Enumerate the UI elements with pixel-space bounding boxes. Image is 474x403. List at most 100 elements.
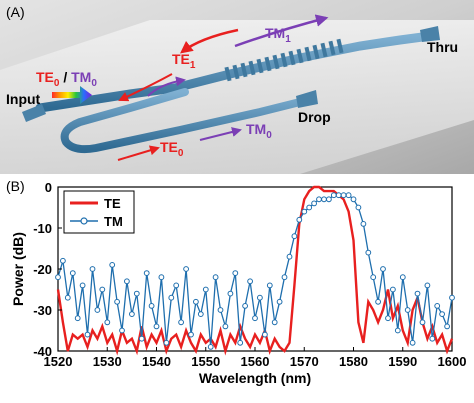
data-point-tm: [143, 270, 150, 276]
data-point-tm: [55, 274, 61, 281]
input-taper: [22, 104, 46, 122]
data-point-tm: [158, 274, 165, 281]
data-point-tm: [74, 315, 81, 322]
data-point-tm: [444, 323, 451, 330]
drop-label: Drop: [298, 109, 331, 125]
data-point-tm: [60, 257, 66, 264]
data-point-tm: [232, 270, 239, 276]
data-point-tm: [178, 319, 185, 326]
data-point-tm: [109, 262, 116, 268]
data-point-tm: [257, 294, 263, 301]
panel-b-spectrum-chart: (B) 1520 1530 1540 1550 1560 1570 1580 1590 1600…: [0, 175, 474, 403]
x-axis-label: Wavelength (nm): [199, 370, 311, 386]
data-point-tm: [133, 290, 140, 297]
data-point-tm: [434, 303, 441, 309]
data-point-tm: [335, 192, 342, 199]
input-label: Input: [6, 91, 41, 107]
legend-label-tm: TM: [104, 214, 123, 229]
y-tick-label: -30: [33, 303, 52, 318]
legend-label-te: TE: [104, 196, 121, 211]
data-point-tm: [365, 249, 372, 256]
data-point-tm: [153, 323, 160, 330]
data-point-tm: [163, 339, 170, 346]
data-point-tm: [119, 327, 125, 334]
data-point-tm: [286, 253, 293, 260]
data-point-tm: [296, 216, 303, 223]
data-point-tm: [212, 274, 219, 281]
data-point-tm: [237, 339, 244, 346]
input-modes-label: TE0 / TM0: [36, 69, 97, 89]
panel-a-label: (A): [6, 4, 25, 20]
data-point-tm: [385, 315, 391, 322]
data-point-tm: [84, 331, 91, 338]
data-point-tm: [114, 298, 120, 305]
data-point-tm: [252, 315, 258, 322]
data-point-tm: [266, 282, 273, 289]
data-point-tm: [217, 307, 224, 313]
data-point-tm: [326, 196, 332, 203]
data-point-tm: [222, 323, 229, 330]
data-point-tm: [94, 307, 101, 313]
data-point-tm: [345, 192, 352, 199]
legend-marker-tm: [80, 217, 88, 225]
data-point-tm: [321, 196, 327, 203]
data-point-tm: [380, 266, 386, 272]
y-tick-label: -10: [33, 221, 52, 236]
tm1-arrow: [234, 14, 329, 48]
y-tick-label: -20: [33, 262, 52, 277]
data-point-tm: [104, 319, 111, 326]
data-point-tm: [129, 311, 135, 318]
data-point-tm: [89, 266, 96, 272]
data-point-tm: [449, 294, 455, 301]
data-point-tm: [193, 298, 199, 305]
y-axis-label: Power (dB): [10, 232, 26, 306]
data-point-tm: [138, 335, 145, 342]
legend-box: [63, 190, 135, 234]
tm1-label: TM1: [265, 25, 291, 45]
data-point-tm: [69, 270, 76, 276]
data-point-tm: [306, 204, 313, 211]
data-point-tm: [281, 274, 288, 281]
x-tick-label: 1540: [142, 354, 171, 369]
drop-te0-arrow: [117, 145, 160, 161]
data-point-tm: [148, 303, 155, 309]
data-point-tm: [355, 204, 362, 211]
input-tm-arrow: [147, 76, 186, 97]
thru-label: Thru: [427, 39, 458, 55]
data-point-tm: [340, 192, 347, 199]
data-point-tm: [99, 286, 106, 293]
drop-waveguide: [60, 88, 318, 154]
spectrum-chart-svg: (B) 1520 1530 1540 1550 1560 1570 1580 1590 1600…: [6, 178, 466, 386]
data-point-tm: [197, 311, 204, 318]
data-point-tm: [291, 233, 298, 240]
x-tick-label: 1590: [388, 354, 417, 369]
data-point-tm: [79, 282, 86, 289]
data-point-tm: [276, 298, 283, 305]
data-point-tm: [207, 344, 214, 350]
axes-ticks: 1520 1530 1540 1550 1560 1570 1580 1590 1600 0 -10…: [33, 180, 466, 369]
data-point-tm: [404, 307, 411, 313]
data-point-tm: [301, 208, 308, 215]
data-point-tm: [375, 298, 382, 305]
input-te-arrow: [118, 73, 173, 102]
drop-tm0-label: TM0: [246, 121, 272, 141]
data-point-tm: [409, 339, 416, 346]
y-tick-label: 0: [45, 180, 52, 195]
data-point-tm: [64, 294, 71, 301]
data-point-tm: [424, 282, 431, 289]
x-tick-label: 1530: [93, 354, 122, 369]
data-point-tm: [262, 331, 268, 338]
drop-tm0-arrow: [199, 127, 242, 141]
te1-label: TE1: [172, 51, 196, 71]
data-point-tm: [439, 311, 446, 318]
data-point-tm: [330, 192, 337, 199]
data-point-tm: [316, 196, 322, 203]
data-point-tm: [414, 290, 421, 297]
data-point-tm: [173, 282, 180, 289]
data-point-tm: [202, 286, 209, 293]
panel-a-device-illustration: (A) TE1 TM1 TE0 / TM0 Input Thru Drop TE…: [0, 0, 474, 176]
data-point-tm: [242, 303, 249, 309]
data-point-tm: [419, 319, 426, 326]
data-point-tm: [124, 278, 130, 285]
x-tick-label: 1560: [241, 354, 270, 369]
